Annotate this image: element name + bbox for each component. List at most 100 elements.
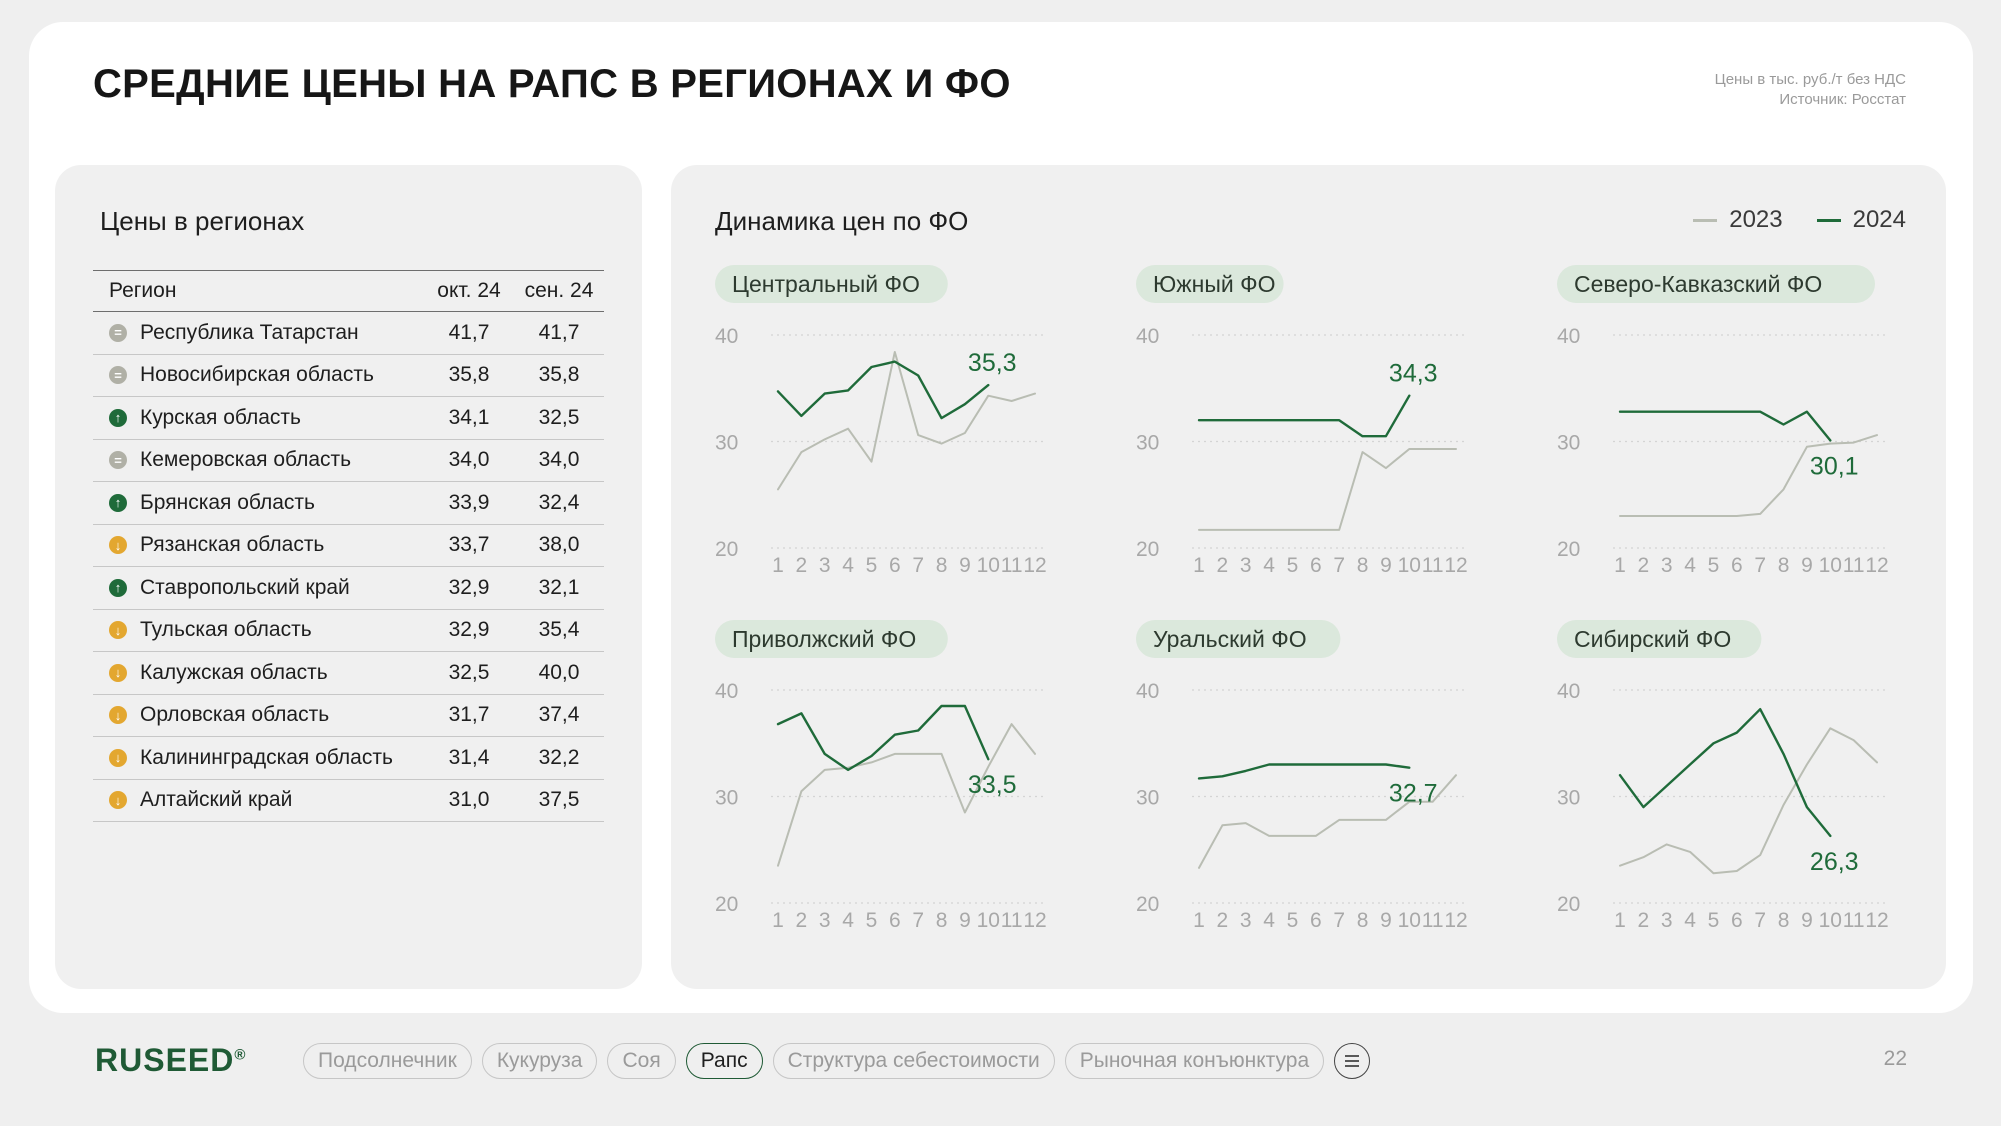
- region-name: Ставропольский край: [140, 575, 350, 599]
- logo-text: RUSEED: [95, 1042, 235, 1078]
- table-row: ↓ Рязанская область 33,7 38,0: [93, 524, 604, 567]
- logo-registered-mark: ®: [234, 1046, 247, 1064]
- region-name: Республика Татарстан: [140, 320, 359, 344]
- region-cell-content: ↑ Брянская область: [93, 491, 424, 515]
- region-name: Калужская область: [140, 660, 328, 684]
- price-sep-cell: 35,4: [514, 609, 604, 652]
- region-cell-content: = Республика Татарстан: [93, 321, 424, 345]
- price-oct-cell: 41,7: [424, 311, 514, 355]
- price-sep-cell: 41,7: [514, 311, 604, 355]
- region-cell: ↑ Ставропольский край: [93, 566, 424, 610]
- region-name: Тульская область: [140, 618, 312, 642]
- price-sep-cell: 38,0: [514, 524, 604, 567]
- page-title: СРЕДНИЕ ЦЕНЫ НА РАПС В РЕГИОНАХ И ФО: [93, 62, 1011, 106]
- price-sep-cell: 32,1: [514, 566, 604, 610]
- region-cell: = Республика Татарстан: [93, 311, 424, 355]
- region-cell: ↓ Калининградская область: [93, 736, 424, 780]
- arrow-down-icon: ↓: [109, 706, 127, 725]
- units-note-line: Цены в тыс. руб./т без НДС: [1714, 71, 1906, 88]
- region-cell-content: = Новосибирская область: [93, 363, 424, 387]
- region-cell-content: ↓ Алтайский край: [93, 788, 424, 812]
- region-cell: ↑ Курская область: [93, 396, 424, 440]
- nav-tab-corn[interactable]: Кукуруза: [481, 1043, 598, 1079]
- ruseed-logo: RUSEED®: [95, 1042, 246, 1079]
- dynamics-heading: Динамика цен по ФО: [715, 206, 969, 236]
- table-row: ↓ Калининградская область 31,4 32,2: [93, 736, 604, 780]
- arrow-down-icon: ↓: [109, 536, 127, 555]
- column-header-oct: окт. 24: [424, 270, 514, 312]
- region-name: Брянская область: [140, 490, 315, 514]
- region-cell: ↑ Брянская область: [93, 481, 424, 525]
- price-sep-cell: 32,2: [514, 736, 604, 780]
- price-oct-cell: 33,9: [424, 481, 514, 525]
- price-oct-cell: 31,4: [424, 736, 514, 780]
- equals-icon: =: [109, 451, 127, 470]
- region-cell: ↓ Калужская область: [93, 651, 424, 695]
- price-sep-cell: 35,8: [514, 354, 604, 397]
- equals-icon: =: [109, 323, 127, 342]
- region-name: Новосибирская область: [140, 363, 374, 387]
- arrow-up-icon: ↑: [109, 493, 127, 512]
- price-oct-cell: 31,0: [424, 779, 514, 822]
- nav-tab-sunflower[interactable]: Подсолнечник: [303, 1043, 472, 1079]
- table-row: ↓ Алтайский край 31,0 37,5: [93, 779, 604, 822]
- legend-item-2023: 2023: [1693, 206, 1783, 234]
- source-note-line: Источник: Росстат: [1779, 91, 1906, 108]
- legend-swatch-2023: [1693, 218, 1718, 222]
- nav-tab-market[interactable]: Рыночная конъюнктура: [1064, 1043, 1325, 1079]
- arrow-down-icon: ↓: [109, 663, 127, 682]
- menu-button[interactable]: [1334, 1043, 1371, 1079]
- price-oct-cell: 32,9: [424, 566, 514, 610]
- region-cell-content: ↓ Орловская область: [93, 703, 424, 727]
- units-note: Цены в тыс. руб./т без НДС Источник: Рос…: [1715, 70, 1906, 110]
- price-oct-cell: 35,8: [424, 354, 514, 397]
- region-cell-content: ↑ Ставропольский край: [93, 576, 424, 600]
- region-cell: = Новосибирская область: [93, 354, 424, 397]
- legend-swatch-2024: [1816, 218, 1841, 222]
- legend-label-2024: 2024: [1852, 206, 1906, 233]
- table-row: ↓ Тульская область 32,9 35,4: [93, 609, 604, 652]
- region-cell: ↓ Орловская область: [93, 694, 424, 737]
- price-oct-cell: 34,1: [424, 396, 514, 440]
- column-header-sep: сен. 24: [514, 270, 604, 312]
- price-sep-cell: 34,0: [514, 439, 604, 482]
- region-cell-content: ↑ Курская область: [93, 406, 424, 430]
- table-row: = Республика Татарстан 41,7 41,7: [93, 311, 604, 355]
- page-number: 22: [1883, 1047, 1907, 1070]
- table-row: ↓ Орловская область 31,7 37,4: [93, 694, 604, 737]
- arrow-down-icon: ↓: [109, 791, 127, 810]
- nav-tab-rapeseed[interactable]: Рапс: [685, 1043, 763, 1079]
- arrow-down-icon: ↓: [109, 748, 127, 767]
- price-sep-cell: 32,5: [514, 396, 604, 440]
- arrow-up-icon: ↑: [109, 408, 127, 427]
- regions-heading: Цены в регионах: [100, 206, 305, 236]
- price-sep-cell: 37,4: [514, 694, 604, 737]
- legend-item-2024: 2024: [1816, 206, 1906, 234]
- chart-legend: 2023 2024: [1693, 206, 1906, 234]
- price-oct-cell: 32,5: [424, 651, 514, 695]
- nav-tab-cost-structure[interactable]: Структура себестоимости: [772, 1043, 1055, 1079]
- region-cell-content: = Кемеровская область: [93, 448, 424, 472]
- price-sep-cell: 32,4: [514, 481, 604, 525]
- region-cell-content: ↓ Калининградская область: [93, 746, 424, 770]
- price-sep-cell: 40,0: [514, 651, 604, 695]
- region-name: Рязанская область: [140, 533, 325, 557]
- arrow-down-icon: ↓: [109, 621, 127, 640]
- column-header-region: Регион: [93, 270, 424, 312]
- table-row: ↑ Курская область 34,1 32,5: [93, 396, 604, 440]
- table-row: = Новосибирская область 35,8 35,8: [93, 354, 604, 397]
- region-name: Кемеровская область: [140, 448, 352, 472]
- table-row: = Кемеровская область 34,0 34,0: [93, 439, 604, 482]
- price-sep-cell: 37,5: [514, 779, 604, 822]
- region-cell-content: ↓ Рязанская область: [93, 533, 424, 557]
- region-name: Калининградская область: [140, 745, 393, 769]
- table-row: ↑ Брянская область 33,9 32,4: [93, 481, 604, 525]
- table-row: ↓ Калужская область 32,5 40,0: [93, 651, 604, 695]
- table-row: ↑ Ставропольский край 32,9 32,1: [93, 566, 604, 610]
- region-name: Алтайский край: [140, 788, 293, 812]
- price-oct-cell: 33,7: [424, 524, 514, 567]
- nav-tab-soy[interactable]: Соя: [607, 1043, 676, 1079]
- region-cell: = Кемеровская область: [93, 439, 424, 482]
- region-cell: ↓ Тульская область: [93, 609, 424, 652]
- section-nav: Подсолнечник Кукуруза Соя Рапс Структура…: [303, 1043, 1371, 1079]
